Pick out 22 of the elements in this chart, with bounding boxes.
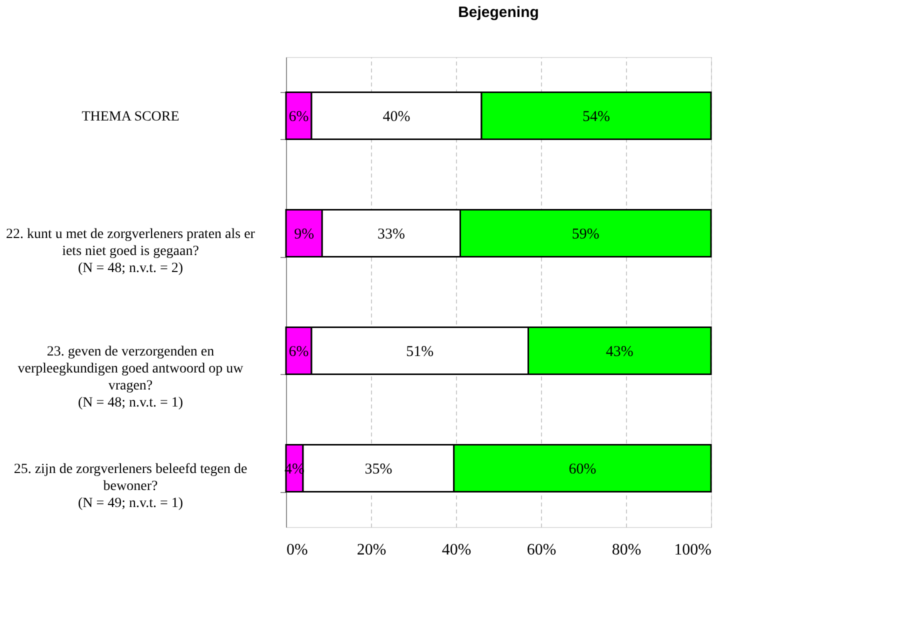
- data-label: 43%: [606, 344, 634, 360]
- y-tick-label: 22. kunt u met de zorgverleners praten als er iets niet goed is gegaan? (N = 48; n.v.t. = 2): [6, 226, 256, 276]
- x-tick-label: 100%: [674, 542, 712, 558]
- x-tick-label: 60%: [526, 542, 556, 558]
- data-label: 51%: [406, 344, 434, 360]
- x-tick-label: 40%: [442, 542, 472, 558]
- y-tick-label: THEMA SCORE: [82, 109, 180, 124]
- y-tick-label: 25. zijn de zorgverleners beleefd tegen de bewoner? (N = 49; n.v.t. = 1): [14, 462, 248, 511]
- data-label: 59%: [572, 226, 600, 242]
- data-label: 6%: [288, 344, 309, 360]
- data-label: 54%: [582, 108, 610, 125]
- data-label: 60%: [568, 461, 596, 478]
- x-tick-label: 20%: [356, 542, 386, 558]
- y-tick-label: 23. geven de verzorgenden en verpleegkundigen goed antwoord op uw vragen? (N = 48; n.v.t. = 1): [18, 344, 244, 410]
- data-label: 9%: [294, 226, 314, 242]
- x-tick-label: 0%: [286, 542, 308, 558]
- data-label: 35%: [364, 461, 392, 478]
- x-tick-label: 80%: [612, 542, 642, 558]
- chart-title: Bejegening: [458, 4, 539, 21]
- data-label: 6%: [288, 108, 309, 125]
- data-label: 40%: [382, 108, 410, 125]
- data-label: 33%: [377, 226, 405, 242]
